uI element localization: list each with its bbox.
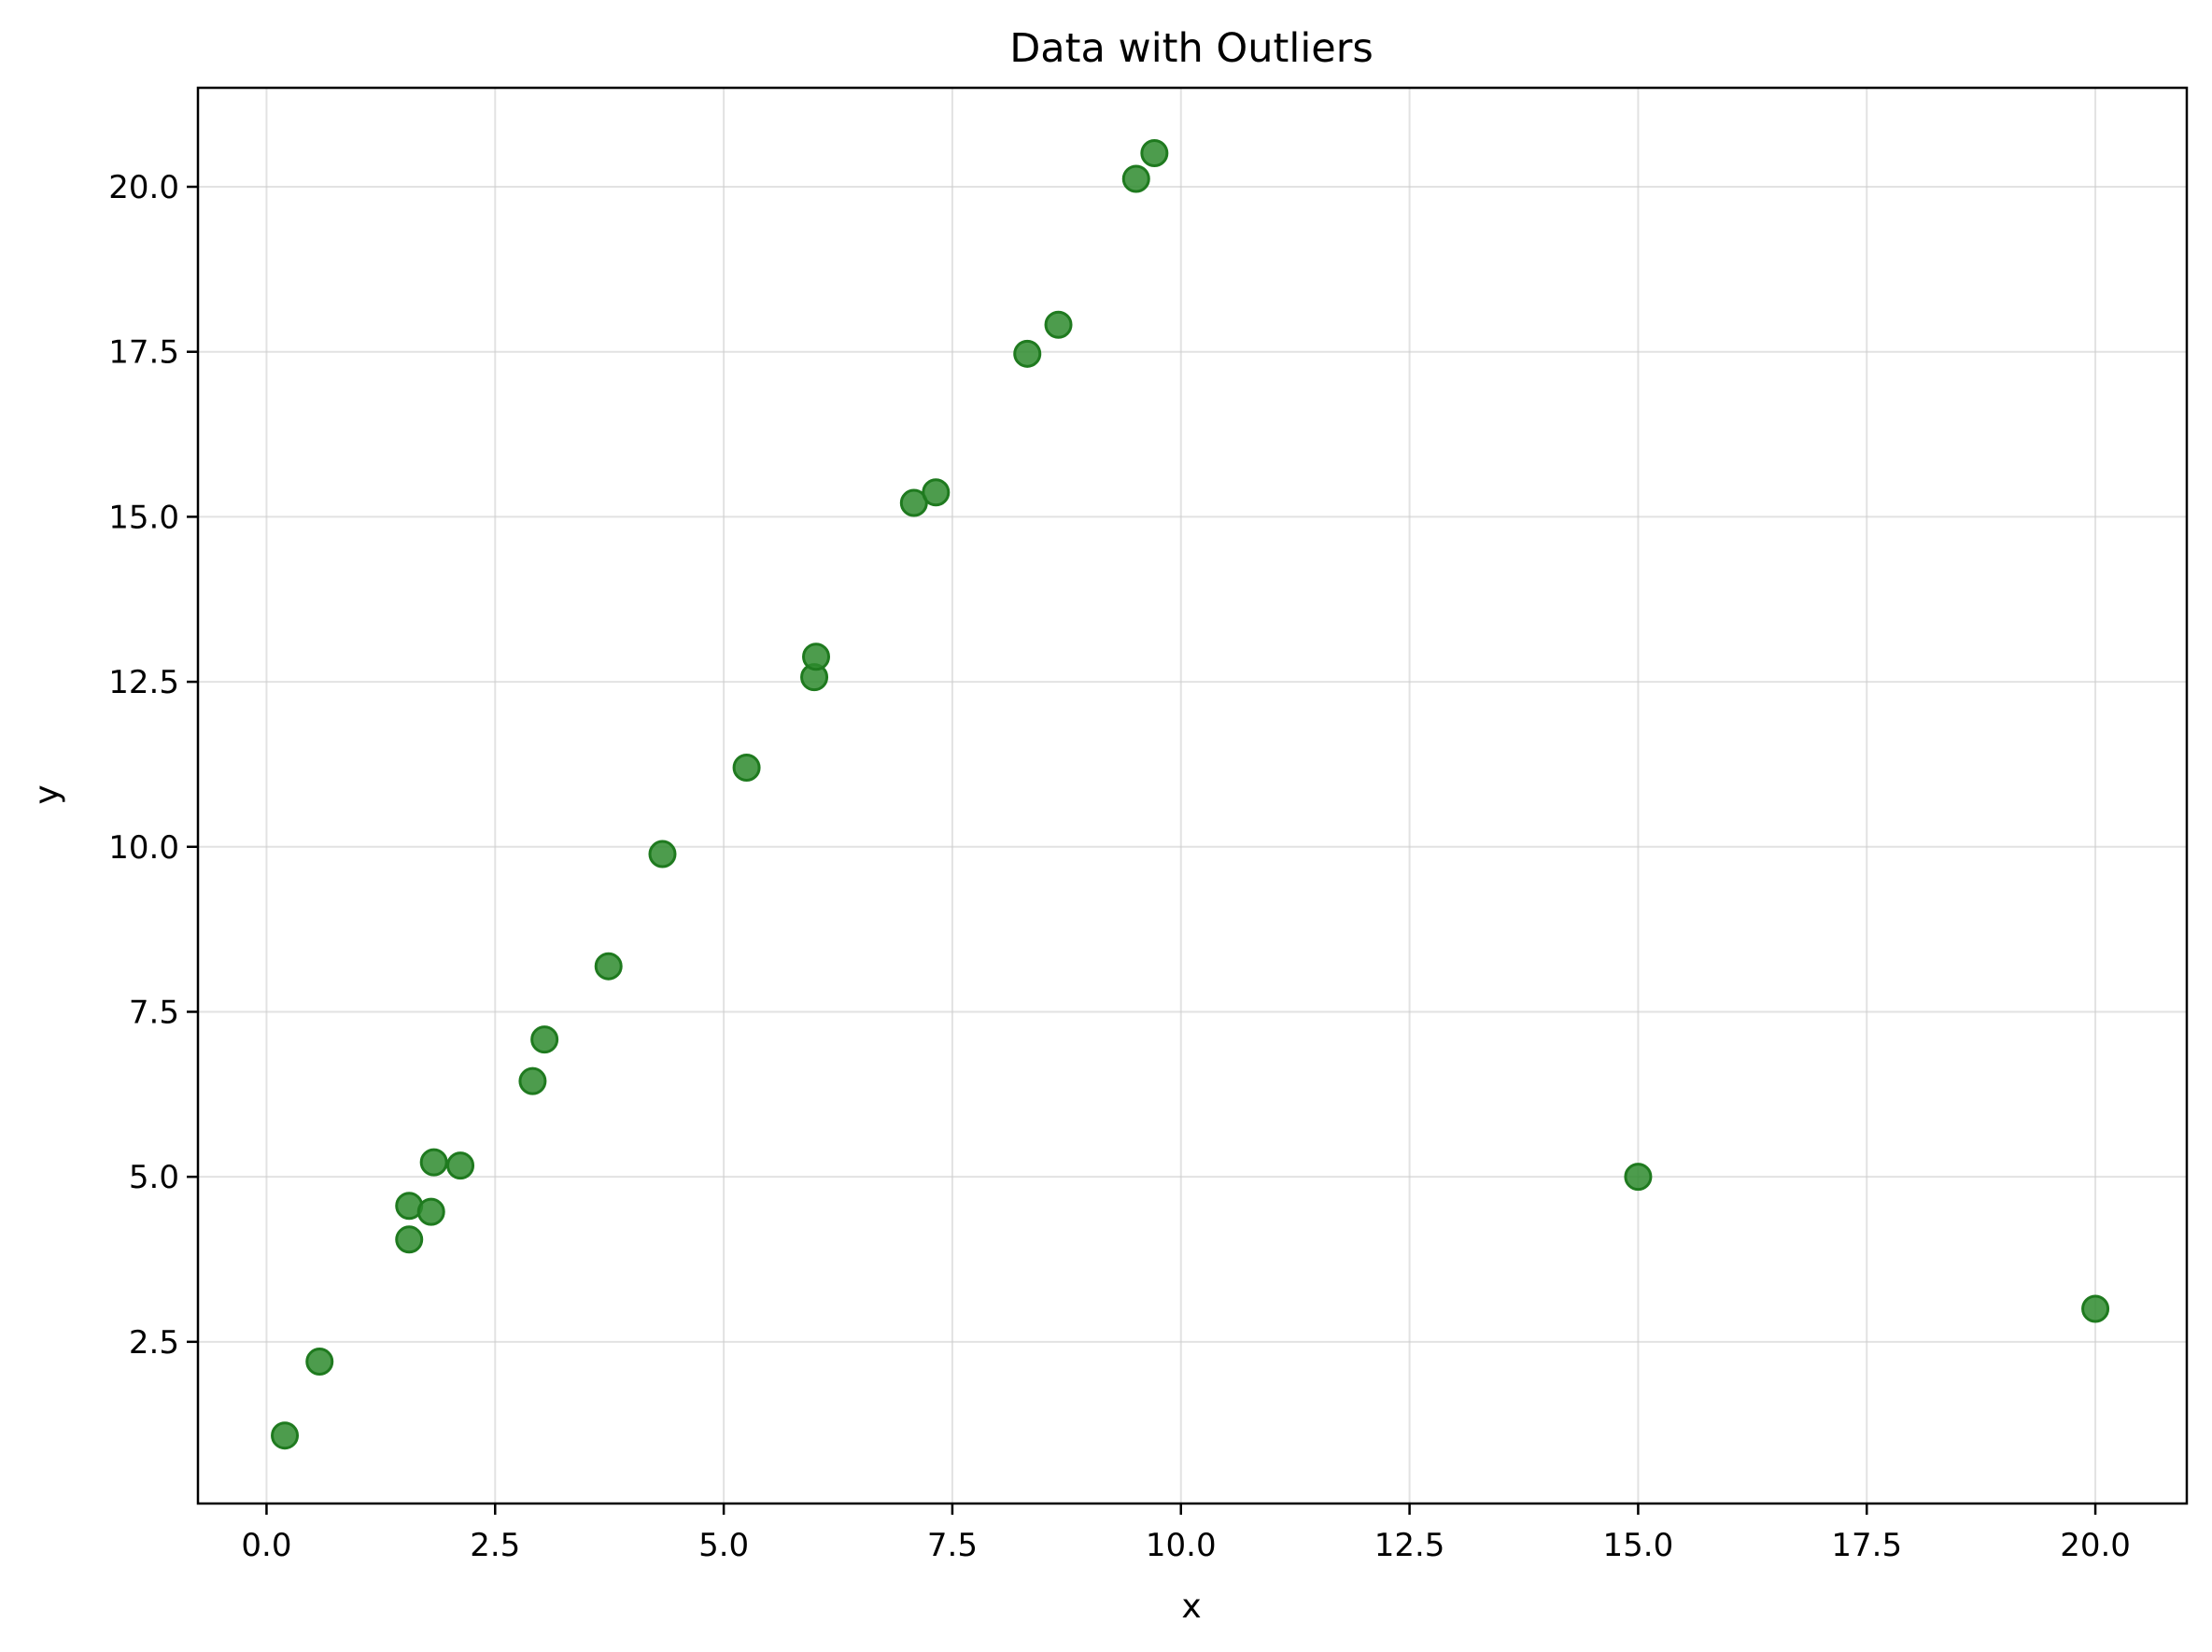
data-point	[271, 1421, 300, 1450]
data-points	[271, 138, 2110, 1450]
data-point	[1140, 138, 1169, 167]
data-point	[594, 952, 623, 981]
data-point	[1044, 310, 1073, 339]
grid-layer	[198, 88, 2187, 1504]
data-point	[518, 1066, 547, 1095]
x-tick-label: 20.0	[2060, 1527, 2131, 1564]
y-tick-label: 10.0	[108, 829, 179, 867]
data-point	[899, 488, 928, 517]
y-tick-label: 15.0	[108, 499, 179, 536]
data-point	[2081, 1294, 2110, 1323]
x-axis-label: x	[1181, 1588, 1201, 1626]
x-tick-label: 7.5	[927, 1527, 978, 1564]
axis-ticks: 0.0 2.5 5.0 7.5 10.0 12.5 15.0 17.5 20.0 2.5 5.0 7.…	[108, 169, 2131, 1564]
x-tick-label: 17.5	[1831, 1527, 1902, 1564]
data-point	[732, 753, 761, 782]
data-point	[802, 642, 831, 671]
x-tick-label: 5.0	[698, 1527, 749, 1564]
data-point	[1624, 1163, 1653, 1192]
plot-area-frame	[196, 86, 2189, 1505]
y-tick-label: 20.0	[108, 169, 179, 206]
data-point	[395, 1225, 424, 1254]
data-point	[530, 1025, 559, 1054]
x-tick-label: 15.0	[1603, 1527, 1674, 1564]
y-tick-label: 12.5	[108, 664, 179, 701]
data-point	[648, 840, 677, 868]
x-tick-label: 2.5	[470, 1527, 520, 1564]
data-point	[1121, 164, 1150, 193]
data-point	[416, 1197, 445, 1226]
x-tick-label: 12.5	[1374, 1527, 1445, 1564]
x-tick-label: 0.0	[241, 1527, 291, 1564]
y-tick-label: 2.5	[129, 1324, 179, 1362]
chart-title: Data with Outliers	[1009, 25, 1374, 72]
data-point	[446, 1151, 475, 1180]
y-tick-label: 17.5	[108, 334, 179, 372]
data-point	[1013, 339, 1042, 368]
y-axis-label: y	[28, 784, 66, 804]
data-point	[305, 1348, 334, 1377]
data-point	[419, 1148, 448, 1177]
y-tick-label: 5.0	[129, 1159, 179, 1196]
data-point	[922, 478, 951, 507]
x-tick-label: 10.0	[1146, 1527, 1217, 1564]
y-tick-label: 7.5	[129, 994, 179, 1031]
